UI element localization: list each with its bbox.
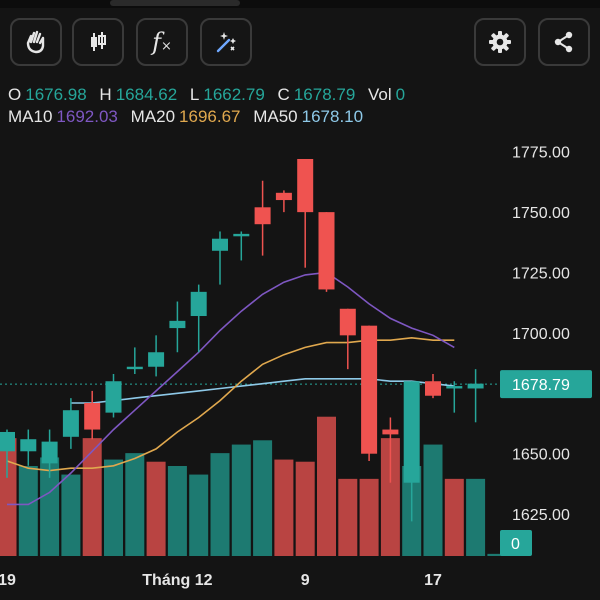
ma10-line xyxy=(7,271,455,506)
candle-body xyxy=(20,439,37,452)
volume-bar xyxy=(317,416,336,556)
volume-bar xyxy=(0,438,17,556)
low-value: 1662.79 xyxy=(203,85,265,104)
candle-body xyxy=(0,431,15,452)
close-label: C xyxy=(277,85,290,104)
volume-tag-label: 0 xyxy=(511,536,520,553)
gear-icon xyxy=(489,31,511,53)
ma10-value: 1692.03 xyxy=(56,107,118,126)
candle-body xyxy=(297,158,314,213)
high-value: 1684.62 xyxy=(115,85,178,104)
volume-tag xyxy=(500,530,532,556)
candle-body xyxy=(41,441,58,464)
volume-bar xyxy=(189,474,209,556)
candle-body xyxy=(84,402,101,430)
candle-body xyxy=(190,291,207,317)
ohlc-line: O 1676.98 H 1684.62 L 1662.79 C 1678.79 Vol 0 xyxy=(8,84,413,106)
volume-bar xyxy=(380,438,400,556)
volume-label: Vol xyxy=(368,85,392,104)
y-tick-label: 1725.00 xyxy=(512,266,570,283)
function-fx-icon: f× xyxy=(152,28,172,56)
candle-body xyxy=(318,212,335,290)
candle-body xyxy=(339,308,356,336)
magic-tools-button[interactable] xyxy=(200,18,252,66)
volume-bar xyxy=(146,461,166,556)
hand-wave-icon xyxy=(26,30,45,54)
ma10-label: MA10 xyxy=(8,107,53,126)
x-tick-label: 17 xyxy=(424,572,442,589)
candlestick-icon xyxy=(91,32,106,51)
candle-body xyxy=(425,381,441,396)
x-tick-label: 19 xyxy=(0,572,16,589)
volume-bar xyxy=(104,459,123,556)
share-icon xyxy=(554,31,573,53)
candle-body xyxy=(254,207,271,225)
volume-bar xyxy=(423,444,443,556)
candle-body xyxy=(126,366,143,370)
top-status-strip xyxy=(0,0,600,8)
candle-body xyxy=(62,410,79,437)
sparkle-wand-icon xyxy=(216,32,236,53)
y-tick-label: 1775.00 xyxy=(512,145,570,162)
y-tick-label: 1625.00 xyxy=(512,507,570,524)
ma-line: MA10 1692.03 MA20 1696.67 MA50 1678.10 xyxy=(8,106,413,128)
chart-type-button[interactable] xyxy=(72,18,124,66)
candle-body xyxy=(446,386,463,389)
low-label: L xyxy=(189,85,200,104)
open-label: O xyxy=(8,85,22,104)
indicators-button[interactable]: f× xyxy=(136,18,188,66)
volume-bar xyxy=(231,444,251,556)
volume-bar xyxy=(359,478,379,556)
ma20-label: MA20 xyxy=(130,107,176,126)
ma50-line xyxy=(70,378,455,404)
candle-body xyxy=(361,325,378,454)
ma50-label: MA50 xyxy=(253,107,298,126)
ma20-line xyxy=(6,336,455,472)
candle-body xyxy=(382,429,399,435)
volume-bar xyxy=(125,453,145,556)
volume-bar xyxy=(18,466,38,556)
candle-body xyxy=(275,192,292,201)
volume-bar xyxy=(487,553,507,556)
volume-bar xyxy=(444,478,464,556)
x-tick-label: 9 xyxy=(301,572,310,589)
drag-handle xyxy=(110,0,240,6)
volume-bar xyxy=(61,474,81,556)
last-price-tag-label: 1678.79 xyxy=(512,377,570,394)
candle-body xyxy=(467,383,484,389)
ma20-value: 1696.67 xyxy=(179,107,241,126)
share-button[interactable] xyxy=(538,18,590,66)
last-price-tag xyxy=(500,370,592,399)
candle-body xyxy=(105,381,122,413)
candle-body xyxy=(148,352,165,367)
candle-body xyxy=(212,238,228,251)
volume-bar xyxy=(466,478,486,556)
ohlc-readout: O 1676.98 H 1684.62 L 1662.79 C 1678.79 Vol 0… xyxy=(8,84,413,128)
drawing-tools-button[interactable] xyxy=(10,18,62,66)
chart-toolbar: f× xyxy=(0,18,600,70)
volume-bar xyxy=(167,466,187,556)
close-value: 1678.79 xyxy=(293,85,356,104)
volume-bar xyxy=(274,459,294,556)
volume-bar xyxy=(338,478,358,556)
high-label: H xyxy=(99,85,112,104)
volume-bar xyxy=(295,461,315,556)
volume-bar xyxy=(210,453,230,556)
y-tick-label: 1650.00 xyxy=(512,447,570,464)
candle-body xyxy=(169,320,186,329)
settings-button[interactable] xyxy=(474,18,526,66)
y-tick-label: 1700.00 xyxy=(512,326,570,343)
x-tick-label: Tháng 12 xyxy=(142,572,212,589)
candle-body xyxy=(233,233,250,237)
volume-value: 0 xyxy=(395,85,406,104)
volume-bar xyxy=(40,457,60,556)
open-value: 1676.98 xyxy=(25,85,87,104)
y-tick-label: 1750.00 xyxy=(512,205,570,222)
ma50-value: 1678.10 xyxy=(301,107,364,126)
price-chart[interactable]: 1775.00 1750.00 1725.00 1700.00 1650.00 1625.… xyxy=(0,130,600,600)
candle-body xyxy=(403,381,420,483)
volume-bar xyxy=(253,440,273,556)
volume-bar xyxy=(82,438,102,556)
